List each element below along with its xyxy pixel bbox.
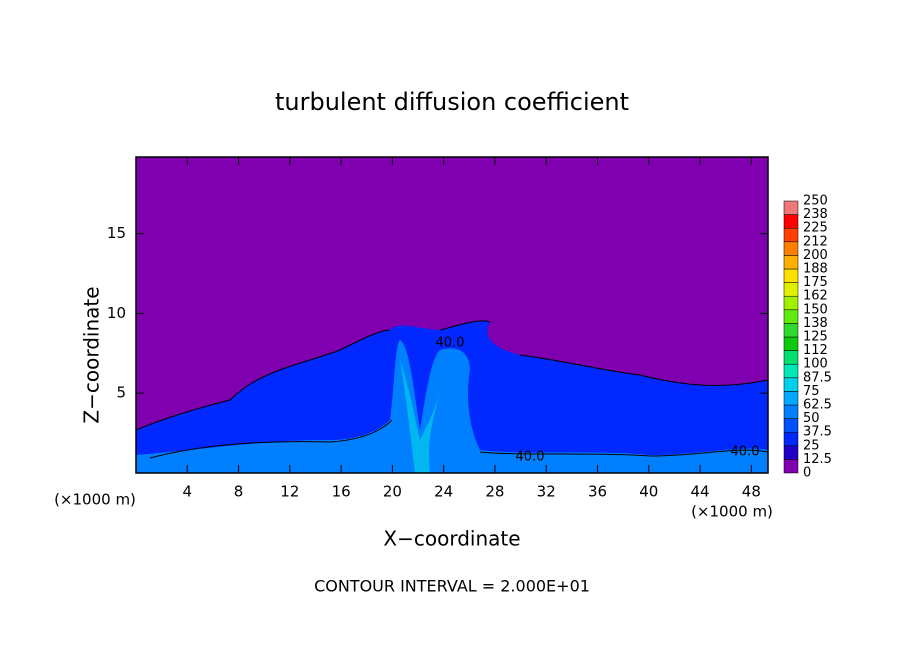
- colorbar-swatch: [783, 295, 799, 311]
- colorbar-swatch: [783, 282, 799, 297]
- x-tick-label: 16: [332, 483, 351, 501]
- x-tick-label: 36: [588, 483, 607, 501]
- y-axis-label: Z−coordinate: [80, 286, 104, 423]
- contour-line: [135, 320, 769, 431]
- plot-frame: [135, 156, 769, 474]
- x-axis-label: X−coordinate: [383, 527, 520, 551]
- colorbar-label: 100: [803, 357, 828, 372]
- x-tick-label: 48: [742, 483, 761, 501]
- contour-line: [149, 419, 769, 459]
- colorbar-label: 75: [803, 384, 820, 399]
- colorbar-swatch: [783, 431, 799, 447]
- contour-label: 40.0: [436, 336, 465, 351]
- colorbar-label: 0: [803, 466, 811, 481]
- colorbar-swatch: [783, 200, 799, 215]
- y-tick-label: 15: [107, 224, 126, 242]
- colorbar-swatch: [783, 309, 799, 324]
- contour-label: 40.0: [731, 445, 760, 460]
- colorbar-label: 62.5: [803, 398, 832, 413]
- x-tick-label: 4: [183, 483, 193, 501]
- colorbar-swatch: [783, 323, 799, 338]
- colorbar-swatch: [783, 459, 799, 474]
- colorbar-swatch: [783, 391, 799, 406]
- colorbar-label: 225: [803, 221, 828, 236]
- colorbar-swatch: [783, 363, 799, 379]
- y-tick-label: 5: [116, 384, 126, 402]
- colorbar-swatch: [783, 214, 799, 229]
- x-tick-label: 40: [639, 483, 658, 501]
- colorbar-label: 238: [803, 207, 828, 222]
- colorbar-label: 150: [803, 302, 828, 317]
- colorbar-swatch: [783, 241, 799, 256]
- colorbar-label: 162: [803, 289, 828, 304]
- x-tick-label: 8: [234, 483, 244, 501]
- x-tick-label: 28: [485, 483, 504, 501]
- colorbar-label: 212: [803, 234, 828, 249]
- field-region: [136, 340, 768, 473]
- colorbar-swatch: [783, 350, 799, 365]
- x-unit-label: (×1000 m): [54, 491, 136, 509]
- colorbar-swatch: [783, 418, 799, 433]
- x-tick-label: 12: [280, 483, 299, 501]
- colorbar-swatch: [783, 377, 799, 392]
- field-region: [400, 360, 445, 473]
- colorbar-swatch: [783, 255, 799, 270]
- y-tick-label: 10: [107, 304, 126, 322]
- colorbar-label: 175: [803, 275, 828, 290]
- colorbar-label: 112: [803, 343, 828, 358]
- colorbar-swatch: [783, 336, 799, 351]
- colorbar-label: 12.5: [803, 452, 832, 467]
- colorbar-label: 25: [803, 438, 820, 453]
- x-tick-label: 20: [383, 483, 402, 501]
- field: [135, 157, 769, 473]
- x-tick-label: 32: [537, 483, 556, 501]
- colorbar-swatch: [783, 404, 799, 419]
- colorbar-swatch: [783, 268, 799, 283]
- x-tick-label: 24: [434, 483, 453, 501]
- chart-title: turbulent diffusion coefficient: [275, 88, 629, 116]
- contour-label: 40.0: [516, 450, 545, 465]
- colorbar-label: 188: [803, 262, 828, 277]
- colorbar-swatch: [783, 227, 799, 243]
- colorbar-label: 87.5: [803, 370, 832, 385]
- colorbar-label: 50: [803, 411, 820, 426]
- colorbar-swatch: [783, 445, 799, 460]
- colorbar-label: 125: [803, 330, 828, 345]
- colorbar-label: 138: [803, 316, 828, 331]
- x-tick-label: 44: [691, 483, 710, 501]
- colorbar-label: 250: [803, 194, 828, 209]
- x-unit-label: (×1000 m): [691, 503, 773, 521]
- annotation: CONTOUR INTERVAL = 2.000E+01: [314, 577, 590, 596]
- colorbar-label: 200: [803, 248, 828, 263]
- colorbar-label: 37.5: [803, 425, 832, 440]
